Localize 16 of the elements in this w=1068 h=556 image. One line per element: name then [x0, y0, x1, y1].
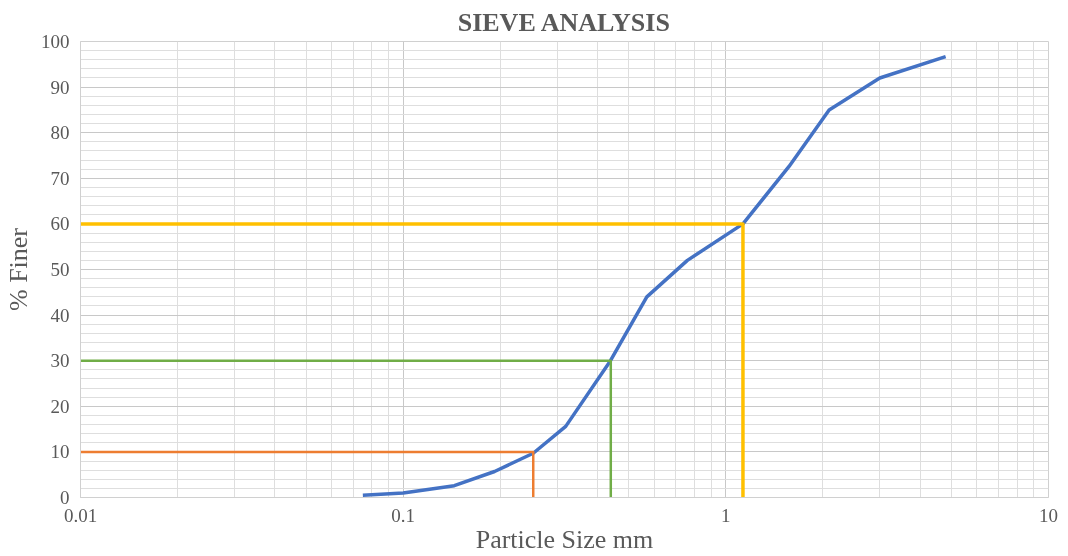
y-tick-label: 90	[50, 76, 70, 98]
x-tick-label: 1	[721, 504, 731, 526]
x-tick-label: 0.1	[391, 504, 416, 526]
y-tick-label: 10	[50, 441, 70, 463]
x-axis-title: Particle Size mm	[475, 524, 654, 554]
x-tick-label: 10	[1039, 504, 1058, 526]
y-tick-label: 60	[50, 213, 70, 235]
y-tick-label: 80	[50, 122, 70, 144]
y-tick-label: 100	[41, 31, 70, 52]
y-tick-label: 20	[50, 395, 70, 417]
chart-title: SIEVE ANALYSIS	[457, 7, 670, 37]
y-axis-title: % Finer	[4, 227, 33, 312]
y-tick-label: 40	[50, 304, 70, 326]
y-tick-label: 50	[50, 259, 70, 280]
y-tick-label: 70	[50, 167, 70, 189]
y-tick-label: 30	[50, 350, 70, 372]
